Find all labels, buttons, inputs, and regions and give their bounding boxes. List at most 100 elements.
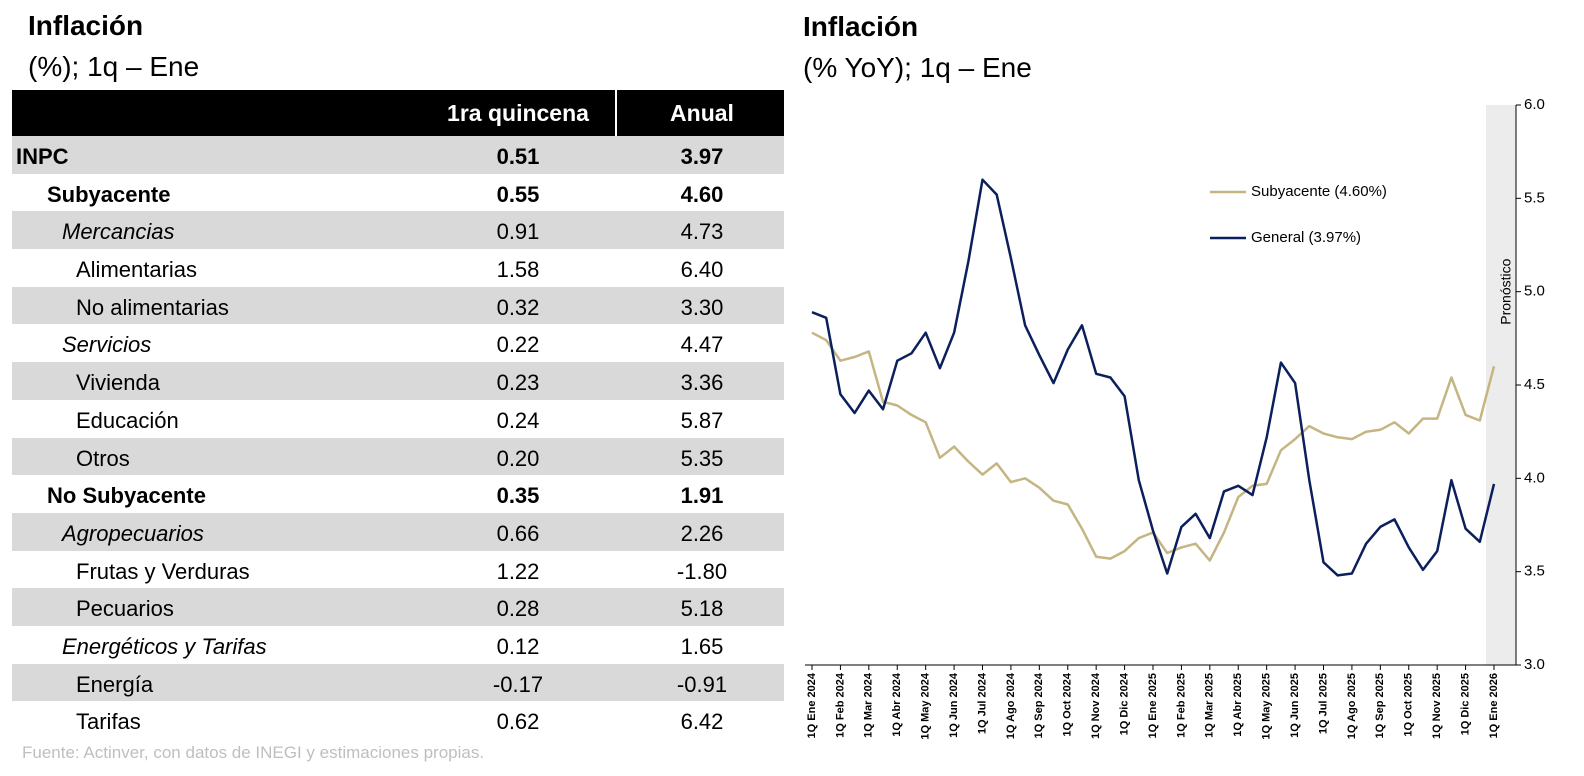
source-note: Fuente: Actinver, con datos de INEGI y e…: [22, 743, 485, 762]
cell: 1.58: [496, 257, 540, 283]
cell: 0.62: [496, 709, 540, 735]
cell: 0.20: [496, 445, 540, 471]
x-tick-label: 1Q Ene 2025: [1147, 673, 1159, 738]
x-tick-label: 1Q Nov 2025: [1431, 673, 1443, 739]
cell: 1.91: [680, 483, 724, 509]
cell: 0.28: [496, 596, 540, 622]
table-title: Inflación: [28, 10, 144, 41]
y-tick-label: 4.0: [1524, 469, 1545, 486]
cell: -0.17: [492, 671, 544, 697]
y-tick-label: 5.5: [1524, 189, 1545, 206]
cell: 0.51: [496, 144, 540, 169]
y-tick-label: 5.0: [1524, 283, 1545, 300]
x-tick-label: 1Q Ene 2026: [1488, 673, 1500, 738]
row-label: Agropecuarios: [62, 520, 204, 546]
x-tick-label: 1Q Dic 2024: [1118, 672, 1130, 735]
table-row: Subyacente 0.55 4.60: [12, 174, 784, 212]
cell: 5.18: [680, 596, 724, 622]
table-row: No Subyacente 0.35 1.91: [12, 475, 784, 513]
row-label: Frutas y Verduras: [76, 558, 250, 584]
y-tick-label: 3.5: [1524, 563, 1545, 580]
x-tick-label: 1Q Feb 2025: [1175, 673, 1187, 738]
forecast-label: Pronóstico: [1498, 258, 1514, 324]
table-row: Energéticos y Tarifas 0.12 1.65: [12, 626, 784, 664]
cell: 0.23: [496, 370, 540, 396]
table: 1ra quincena Anual INPC 0.51 3.97 Subyacent…: [12, 90, 784, 739]
cell: 5.35: [680, 445, 724, 471]
row-label: Educación: [76, 407, 179, 433]
cell: 1.22: [496, 558, 540, 584]
table-row: Servicios 0.22 4.47: [12, 324, 784, 362]
table-row: INPC 0.51 3.97: [12, 136, 784, 174]
cell: 6.42: [680, 709, 724, 735]
cell: 5.87: [680, 407, 724, 433]
cell: 3.30: [680, 294, 724, 320]
column-header: Anual: [670, 100, 734, 126]
legend-label: Subyacente (4.60%): [1251, 183, 1387, 200]
row-label: Servicios: [62, 332, 152, 358]
cell: 3.97: [680, 144, 724, 169]
cell: 4.60: [680, 181, 724, 207]
y-tick-label: 6.0: [1524, 96, 1545, 113]
cell: 4.47: [680, 332, 724, 358]
cell: 1.65: [680, 633, 724, 659]
cell: 0.66: [496, 520, 540, 546]
row-label: Tarifas: [76, 709, 141, 735]
y-tick-label: 3.0: [1524, 656, 1545, 673]
row-label: INPC: [16, 144, 69, 169]
x-tick-label: 1Q Oct 2025: [1403, 673, 1415, 737]
table-row: Otros 0.20 5.35: [12, 437, 784, 476]
y-tick-label: 4.5: [1524, 376, 1545, 393]
cell: 0.35: [496, 483, 540, 509]
table-row: Vivienda 0.23 3.36: [12, 362, 784, 400]
table-subtitle: (%); 1q – Ene: [28, 51, 200, 82]
table-header: 1ra quincena Anual: [12, 90, 784, 136]
x-tick-label: 1Q Sep 2025: [1374, 673, 1386, 738]
x-tick-label: 1Q Nov 2024: [1090, 672, 1102, 739]
cell: -1.80: [676, 558, 728, 584]
x-tick-label: 1Q Sep 2024: [1033, 672, 1045, 738]
row-label: Vivienda: [76, 370, 160, 396]
row-label: Energía: [76, 671, 154, 697]
row-label: Alimentarias: [76, 257, 198, 283]
cell: 3.36: [680, 370, 724, 396]
table-row: Energía -0.17 -0.91: [12, 663, 784, 702]
series-line: [811, 178, 1496, 577]
table-row: No alimentarias 0.32 3.30: [12, 286, 784, 325]
forecast-band: [1486, 105, 1516, 665]
chart-subtitle: (% YoY); 1q – Ene: [803, 52, 1032, 83]
cell: 0.91: [496, 219, 540, 245]
cell: 0.22: [496, 332, 540, 358]
cell: 0.24: [496, 407, 540, 433]
cell: -0.91: [676, 671, 728, 697]
chart-title: Inflación: [803, 11, 918, 42]
row-label: No alimentarias: [76, 294, 229, 320]
x-tick-label: 1Q Jul 2025: [1317, 673, 1329, 734]
x-tick-label: 1Q Ago 2024: [1005, 672, 1017, 739]
x-tick-label: 1Q May 2024: [920, 672, 932, 740]
x-tick-label: 1Q Mar 2024: [863, 672, 875, 738]
x-tick-label: 1Q Jul 2024: [976, 672, 988, 734]
row-label: Otros: [76, 445, 130, 471]
row-label: No Subyacente: [47, 483, 206, 509]
cell: 4.73: [680, 219, 724, 245]
row-label: Mercancias: [62, 219, 175, 245]
legend-label: General (3.97%): [1251, 229, 1361, 246]
table-row: Tarifas 0.62 6.42: [12, 701, 784, 739]
cell: 6.40: [680, 257, 724, 283]
cell: 0.55: [496, 181, 540, 207]
x-tick-label: 1Q Mar 2025: [1204, 673, 1216, 738]
table-row: Alimentarias 1.58 6.40: [12, 249, 784, 287]
row-label: Energéticos y Tarifas: [62, 633, 267, 659]
row-label: Subyacente: [47, 181, 171, 207]
table-row: Frutas y Verduras 1.22 -1.80: [12, 551, 784, 589]
column-header: 1ra quincena: [447, 100, 589, 126]
table-row: Mercancias 0.91 4.73: [12, 211, 784, 250]
table-row: Agropecuarios 0.66 2.26: [12, 512, 784, 551]
x-tick-label: 1Q Abr 2025: [1232, 673, 1244, 737]
x-tick-label: 1Q Jun 2025: [1289, 673, 1301, 738]
row-label: Pecuarios: [76, 596, 174, 622]
table-row: Educación 0.24 5.87: [12, 400, 784, 438]
x-tick-label: 1Q Oct 2024: [1062, 672, 1074, 736]
